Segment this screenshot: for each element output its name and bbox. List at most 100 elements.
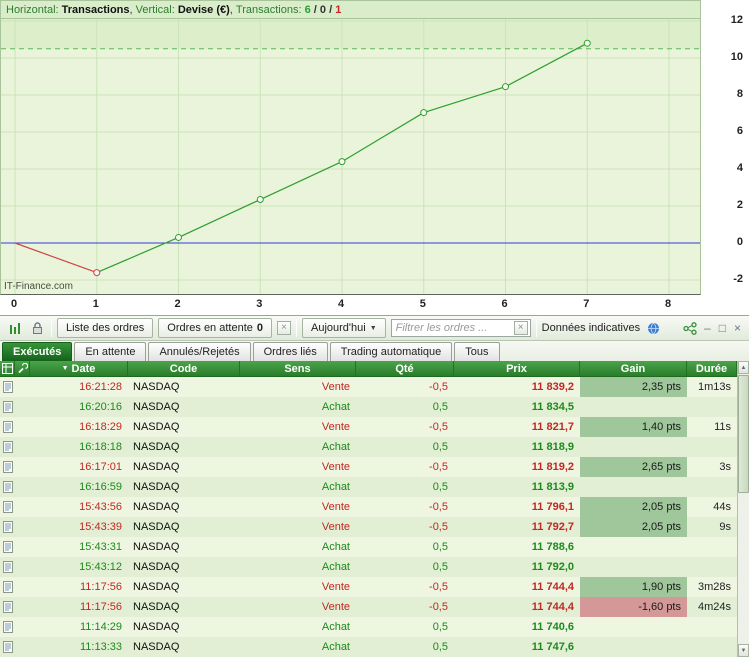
- table-row[interactable]: 15:43:12 NASDAQ Achat 0,5 11 792,0: [0, 557, 737, 577]
- liste-des-ordres-button[interactable]: Liste des ordres: [57, 318, 154, 338]
- table-row[interactable]: 15:43:31 NASDAQ Achat 0,5 11 788,6: [0, 537, 737, 557]
- ordres-en-attente-label: Ordres en attente: [167, 322, 253, 334]
- order-details-icon[interactable]: [0, 537, 15, 557]
- scrollbar-thumb[interactable]: [738, 375, 749, 493]
- tab-en-attente[interactable]: En attente: [74, 342, 147, 361]
- cell-sens: Vente: [321, 601, 350, 613]
- column-label-qte: Qté: [395, 362, 414, 375]
- table-row[interactable]: 16:21:28 NASDAQ Vente -0,5 11 839,2 2,35 pts 1…: [0, 377, 737, 397]
- link-panels-icon[interactable]: [681, 319, 699, 337]
- order-details-icon[interactable]: [0, 477, 15, 497]
- scroll-up-button[interactable]: ▲: [738, 361, 749, 374]
- order-details-icon[interactable]: [0, 417, 15, 437]
- table-row[interactable]: 15:43:39 NASDAQ Vente -0,5 11 792,7 2,05 pts 9…: [0, 517, 737, 537]
- cell-sens: Achat: [321, 621, 350, 633]
- chart-legend: Horizontal: Transactions, Vertical: Devi…: [0, 0, 701, 18]
- cell-sens: Achat: [321, 401, 350, 413]
- cell-duree: 3m28s: [697, 581, 731, 593]
- table-row[interactable]: 15:43:56 NASDAQ Vente -0,5 11 796,1 2,05 pts 4…: [0, 497, 737, 517]
- maximize-icon[interactable]: □: [718, 321, 726, 335]
- scroll-down-button[interactable]: ▼: [738, 644, 749, 657]
- order-details-icon[interactable]: [0, 377, 15, 397]
- minimize-icon[interactable]: –: [704, 321, 711, 335]
- cell-duree: [687, 637, 737, 657]
- cell-gain: [580, 397, 687, 417]
- tab-tous[interactable]: Tous: [454, 342, 500, 361]
- scrollbar-track[interactable]: [738, 494, 749, 644]
- order-details-icon[interactable]: [0, 457, 15, 477]
- cell-code: NASDAQ: [133, 441, 180, 453]
- tab-ordres-lies[interactable]: Ordres liés: [252, 342, 328, 361]
- cell-sens: Vente: [321, 381, 350, 393]
- header-grid-icon[interactable]: [0, 361, 15, 376]
- table-scrollbar[interactable]: ▲ ▼: [737, 361, 749, 657]
- orders-chart-icon[interactable]: [5, 319, 23, 337]
- legend-slash: /: [326, 3, 336, 16]
- cell-code: NASDAQ: [133, 401, 180, 413]
- period-dropdown[interactable]: Aujourd'hui ▼: [302, 318, 386, 338]
- table-header: ▼ Date Code Sens Qté Prix Gain Durée: [0, 361, 737, 377]
- table-row[interactable]: 11:17:56 NASDAQ Vente -0,5 11 744,4 1,90 pts 3…: [0, 577, 737, 597]
- lock-icon[interactable]: [28, 319, 46, 337]
- order-details-icon[interactable]: [0, 497, 15, 517]
- cell-qte: 0,5: [432, 401, 448, 413]
- table-row[interactable]: 16:18:29 NASDAQ Vente -0,5 11 821,7 1,40 pts 1…: [0, 417, 737, 437]
- column-header-duree[interactable]: Durée: [687, 361, 737, 376]
- y-tick-label: 12: [730, 14, 743, 26]
- cell-duree: 9s: [719, 521, 731, 533]
- column-header-gain[interactable]: Gain: [580, 361, 687, 376]
- filter-orders-input[interactable]: [395, 322, 512, 334]
- column-header-date[interactable]: ▼ Date: [30, 361, 128, 376]
- order-details-icon[interactable]: [0, 517, 15, 537]
- column-header-sens[interactable]: Sens: [240, 361, 356, 376]
- column-header-code[interactable]: Code: [128, 361, 240, 376]
- header-wrench-icon[interactable]: [15, 361, 30, 376]
- ordres-en-attente-button[interactable]: Ordres en attente 0: [158, 318, 272, 338]
- chart-plot[interactable]: IT-Finance.com: [0, 18, 701, 295]
- tab-executes[interactable]: Exécutés: [2, 342, 73, 361]
- table-row[interactable]: 11:17:56 NASDAQ Vente -0,5 11 744,4 -1,60 pts…: [0, 597, 737, 617]
- cell-prix: 11 796,1: [531, 501, 574, 513]
- row-spacer-cell: [15, 397, 30, 417]
- order-details-icon[interactable]: [0, 617, 15, 637]
- cell-date: 11:13:33: [79, 641, 122, 653]
- cancel-pending-icon[interactable]: ×: [277, 321, 291, 335]
- cell-sens: Achat: [321, 481, 350, 493]
- column-label-code: Code: [169, 362, 198, 375]
- order-details-icon[interactable]: [0, 597, 15, 617]
- table-rows: 16:21:28 NASDAQ Vente -0,5 11 839,2 2,35 pts 1…: [0, 377, 737, 657]
- order-details-icon[interactable]: [0, 637, 15, 657]
- column-header-qte[interactable]: Qté: [356, 361, 454, 376]
- table-row[interactable]: 16:16:59 NASDAQ Achat 0,5 11 813,9: [0, 477, 737, 497]
- ordres-en-attente-count: 0: [256, 322, 263, 334]
- column-header-prix[interactable]: Prix: [454, 361, 580, 376]
- tab-trading-automatique[interactable]: Trading automatique: [329, 342, 453, 361]
- row-spacer-cell: [15, 477, 30, 497]
- cell-prix: 11 819,2: [531, 461, 574, 473]
- table-row[interactable]: 16:17:01 NASDAQ Vente -0,5 11 819,2 2,65 pts 3…: [0, 457, 737, 477]
- table-row[interactable]: 11:13:33 NASDAQ Achat 0,5 11 747,6: [0, 637, 737, 657]
- legend-horizontal-value: Transactions: [61, 3, 130, 16]
- cell-code: NASDAQ: [133, 621, 180, 633]
- donnees-indicatives-button[interactable]: Données indicatives: [542, 319, 662, 337]
- y-tick-label: 8: [736, 88, 743, 100]
- row-spacer-cell: [15, 517, 30, 537]
- row-spacer-cell: [15, 377, 30, 397]
- cell-duree: 11s: [714, 421, 731, 433]
- order-details-icon[interactable]: [0, 577, 15, 597]
- row-spacer-cell: [15, 417, 30, 437]
- order-details-icon[interactable]: [0, 397, 15, 417]
- clear-filter-icon[interactable]: ×: [513, 321, 528, 335]
- close-icon[interactable]: ×: [733, 321, 741, 335]
- table-row[interactable]: 11:14:29 NASDAQ Achat 0,5 11 740,6: [0, 617, 737, 637]
- order-details-icon[interactable]: [0, 557, 15, 577]
- cell-date: 16:16:59: [79, 481, 122, 493]
- cell-date: 11:17:56: [79, 601, 122, 613]
- table-row[interactable]: 16:18:18 NASDAQ Achat 0,5 11 818,9: [0, 437, 737, 457]
- watermark: IT-Finance.com: [4, 281, 73, 292]
- order-details-icon[interactable]: [0, 437, 15, 457]
- legend-separator: ,: [229, 3, 236, 16]
- table-row[interactable]: 16:20:16 NASDAQ Achat 0,5 11 834,5: [0, 397, 737, 417]
- row-spacer-cell: [15, 617, 30, 637]
- tab-annules-rejetes[interactable]: Annulés/Rejetés: [148, 342, 251, 361]
